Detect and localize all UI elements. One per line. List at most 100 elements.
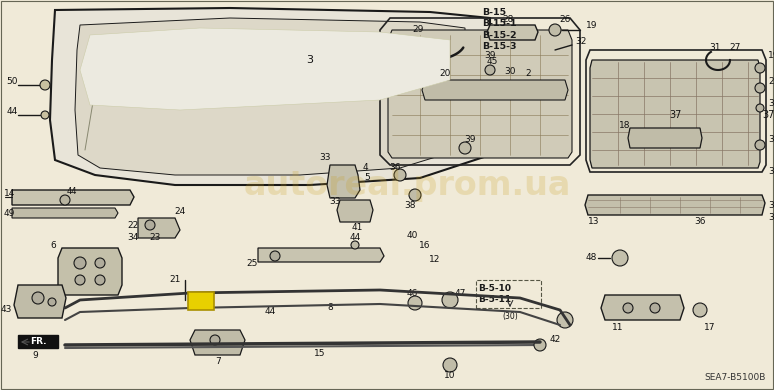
Text: 19: 19 [768, 50, 774, 60]
Polygon shape [590, 60, 760, 168]
Text: 50: 50 [6, 78, 18, 87]
Text: 24: 24 [174, 207, 186, 216]
Text: 44: 44 [265, 307, 276, 317]
Text: 44: 44 [349, 234, 361, 243]
Text: 7: 7 [215, 358, 221, 367]
Circle shape [459, 142, 471, 154]
Text: 11: 11 [612, 323, 624, 333]
Circle shape [549, 24, 561, 36]
Text: 33: 33 [319, 154, 330, 163]
Text: 39: 39 [464, 135, 476, 145]
Circle shape [485, 65, 495, 75]
Circle shape [612, 250, 628, 266]
Text: 36: 36 [694, 218, 706, 227]
Text: 21: 21 [170, 275, 180, 284]
Text: 40: 40 [406, 232, 418, 241]
Polygon shape [58, 248, 122, 295]
Text: 44: 44 [67, 188, 77, 197]
Polygon shape [138, 218, 180, 238]
Text: 9: 9 [33, 351, 38, 360]
Text: 16: 16 [420, 241, 431, 250]
Text: 37: 37 [768, 167, 774, 177]
Text: FR.: FR. [29, 337, 46, 346]
Text: 23: 23 [149, 234, 161, 243]
Polygon shape [12, 190, 134, 205]
Circle shape [755, 63, 765, 73]
Circle shape [650, 303, 660, 313]
Polygon shape [327, 165, 360, 198]
Text: autoreal.prom.ua: autoreal.prom.ua [243, 168, 570, 202]
Text: 39: 39 [485, 51, 496, 60]
Polygon shape [422, 80, 568, 100]
Polygon shape [585, 195, 765, 215]
Text: 5: 5 [364, 174, 370, 183]
Text: 45: 45 [486, 57, 498, 67]
Polygon shape [601, 295, 684, 320]
Circle shape [145, 220, 155, 230]
Polygon shape [80, 28, 450, 110]
Text: SEA7-B5100B: SEA7-B5100B [704, 373, 766, 382]
Text: 49: 49 [4, 209, 15, 218]
Text: 22: 22 [128, 220, 139, 229]
Text: 46: 46 [406, 289, 418, 298]
Text: 36: 36 [389, 163, 401, 172]
Text: 1: 1 [562, 316, 568, 324]
Text: 32: 32 [575, 37, 587, 46]
Circle shape [755, 140, 765, 150]
Polygon shape [75, 18, 465, 175]
Polygon shape [12, 208, 118, 218]
Text: 42: 42 [550, 335, 560, 344]
Circle shape [95, 275, 105, 285]
Circle shape [40, 80, 50, 90]
Text: 48: 48 [586, 254, 597, 262]
Text: 47: 47 [454, 289, 466, 298]
Circle shape [48, 298, 56, 306]
Text: 10: 10 [444, 372, 456, 381]
Text: 26: 26 [560, 16, 570, 25]
Text: 38: 38 [768, 213, 774, 223]
Text: 37: 37 [762, 110, 774, 120]
Circle shape [394, 169, 406, 181]
Text: 20: 20 [440, 69, 450, 78]
Polygon shape [18, 335, 58, 348]
Circle shape [442, 292, 458, 308]
Text: 8: 8 [327, 303, 333, 312]
Polygon shape [190, 330, 245, 355]
Circle shape [32, 292, 44, 304]
Text: B-5-10
B-5-11: B-5-10 B-5-11 [478, 284, 511, 304]
Circle shape [408, 296, 422, 310]
Polygon shape [388, 30, 572, 158]
Circle shape [756, 104, 764, 112]
Polygon shape [14, 285, 66, 318]
Text: 27: 27 [729, 44, 741, 53]
Circle shape [270, 251, 280, 261]
Text: 41: 41 [351, 223, 363, 232]
Text: 2: 2 [526, 69, 531, 78]
Text: 4: 4 [362, 163, 368, 172]
Bar [476, 280, 541, 308]
Text: 38: 38 [404, 200, 416, 209]
Circle shape [75, 275, 85, 285]
Circle shape [95, 258, 105, 268]
Circle shape [74, 257, 86, 269]
Circle shape [60, 195, 70, 205]
Text: 37: 37 [669, 110, 681, 120]
Text: 32: 32 [768, 99, 774, 108]
Text: 36: 36 [768, 200, 774, 209]
Text: 6: 6 [50, 241, 56, 250]
Circle shape [409, 189, 421, 201]
Text: 30: 30 [504, 67, 515, 76]
Text: (30): (30) [502, 312, 518, 321]
Circle shape [351, 241, 359, 249]
Text: 12: 12 [430, 255, 440, 264]
Circle shape [755, 83, 765, 93]
Polygon shape [487, 25, 538, 40]
Text: 25: 25 [246, 259, 258, 268]
Text: 34: 34 [127, 232, 139, 241]
Text: 15: 15 [314, 349, 326, 358]
Polygon shape [258, 248, 384, 262]
Text: 17: 17 [704, 323, 716, 333]
Circle shape [557, 312, 573, 328]
Text: 44: 44 [6, 108, 18, 117]
Text: 31: 31 [709, 44, 721, 53]
